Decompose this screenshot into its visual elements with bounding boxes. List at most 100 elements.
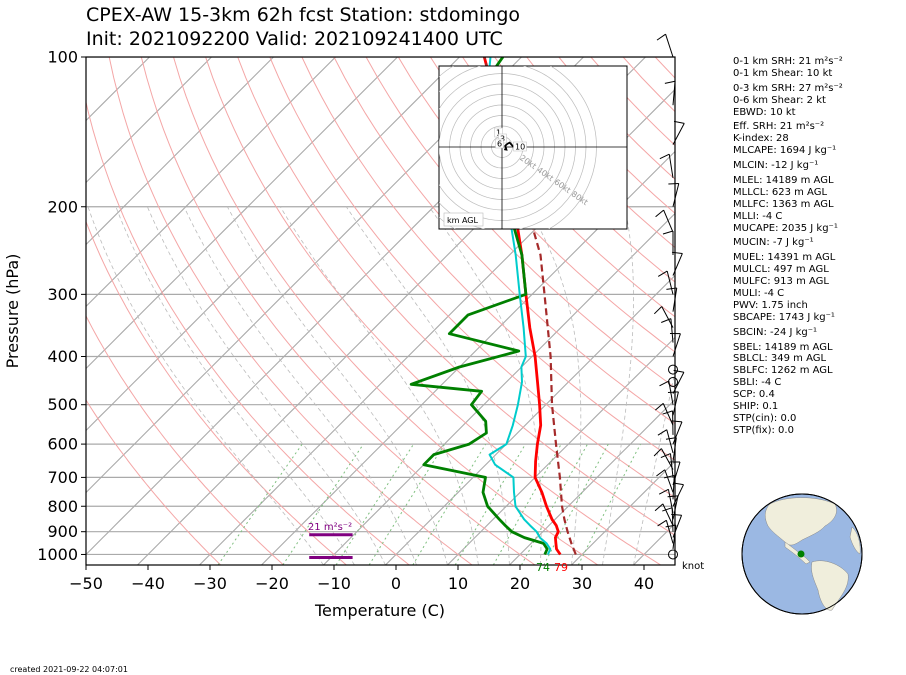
isotherm-line — [447, 336, 675, 565]
dry-adiabat-line — [108, 57, 473, 565]
stability-index-row: MULFC: 913 m AGL — [733, 276, 829, 288]
thermo-background-lines — [86, 57, 675, 565]
moist-adiabat-line — [87, 206, 324, 565]
dry-adiabat-line — [237, 57, 675, 536]
y-tick-label: 900 — [47, 522, 78, 541]
stability-index-row: Eff. SRH: 21 m²s⁻² — [733, 121, 825, 133]
wind-barb-staff — [672, 461, 681, 486]
stability-indices-panel: 0-1 km SRH: 21 m²s⁻² 0-1 km Shear: 10 kt 0… — [733, 57, 843, 438]
stability-index-row: MLLI: -4 C — [733, 210, 783, 222]
dry-adiabat-line — [140, 57, 536, 565]
x-tick-label: −20 — [255, 574, 289, 593]
wind-barb-staff — [666, 270, 674, 295]
dry-adiabat-line — [397, 57, 675, 353]
wind-barb-staff — [661, 306, 674, 328]
mixing-ratio-line — [577, 443, 641, 565]
stability-index-row: SBCIN: -24 J kg⁻¹ — [733, 326, 818, 338]
wind-barb-staff — [672, 81, 676, 106]
isotherm-line — [86, 57, 274, 246]
stability-index-row: SBCAPE: 1743 J kg⁻¹ — [733, 311, 835, 323]
mixing-ratio-line — [521, 443, 588, 565]
isotherm-line — [509, 398, 675, 565]
stability-index-row: SBLI: -4 C — [733, 377, 782, 389]
wind-barb-staff — [663, 209, 674, 233]
moist-adiabat-line — [183, 206, 417, 565]
stability-index-row: SBLFC: 1262 m AGL — [733, 365, 833, 377]
plot-frame — [85, 56, 676, 566]
x-tick-label: −30 — [193, 574, 227, 593]
x-tick-label: 40 — [634, 574, 654, 593]
stability-index-row: MLEL: 14189 m AGL — [733, 175, 834, 187]
dry-adiabat-line — [301, 57, 675, 461]
wind-barb-flag — [671, 251, 683, 254]
hodograph-inset: 20kt40kt60kt80kt13610km AGL — [438, 65, 628, 230]
hodograph-height-label: 1 — [496, 129, 501, 138]
stability-index-row: STP(fix): 0.0 — [733, 424, 794, 436]
wind-barb-flag — [665, 437, 677, 440]
y-tick-label: 300 — [47, 285, 78, 304]
wind-barb-flag — [671, 513, 682, 516]
stability-index-row: MLCAPE: 1694 J kg⁻¹ — [733, 145, 837, 157]
dry-adiabat-line — [462, 57, 675, 283]
wind-barb-staff — [660, 448, 674, 470]
stability-index-row: MLLCL: 623 m AGL — [733, 186, 828, 198]
mixing-ratio-line — [368, 443, 446, 565]
wind-barb-flag — [659, 380, 670, 387]
wind-barb-staff — [669, 453, 674, 478]
wind-barb-flag — [673, 120, 685, 124]
mixing-ratio-line — [543, 443, 609, 565]
wind-barb-flag — [658, 488, 669, 495]
wind-barb-staff — [668, 154, 674, 178]
isotherm-line — [199, 88, 675, 565]
isotherm-line — [86, 57, 336, 308]
wind-barb-staff — [672, 372, 685, 394]
stability-index-row: SHIP: 0.1 — [733, 401, 779, 413]
wind-barb-flag — [662, 507, 673, 512]
dewpoint-profile-line — [409, 57, 549, 556]
stability-index-row: MLCIN: -12 J kg⁻¹ — [733, 160, 819, 172]
creation-timestamp: created 2021-09-22 04:07:01 — [10, 665, 128, 674]
isotherm-line — [86, 57, 522, 494]
wind-barb-staff — [672, 333, 681, 357]
dry-adiabat-line — [269, 57, 675, 499]
wind-barb-staff — [672, 287, 678, 312]
south-america-landmass — [811, 560, 849, 611]
wind-barb-staff — [664, 469, 674, 493]
srh-bar-label: 21 m²s⁻² — [308, 522, 352, 533]
stability-index-row: 0-6 km Shear: 2 kt — [733, 94, 826, 106]
moist-adiabat-line — [227, 206, 448, 565]
wind-barb-staff — [672, 183, 680, 207]
y-tick-label: 500 — [47, 395, 78, 414]
wind-barb-flag — [655, 209, 664, 218]
wind-barb-flag — [654, 503, 664, 512]
stability-index-row: STP(cin): 0.0 — [733, 412, 797, 424]
wind-barb-staff — [670, 318, 674, 343]
y-tick-label: 700 — [47, 468, 78, 487]
profile-lines — [409, 57, 577, 556]
y-tick-label: 100 — [47, 48, 78, 67]
globe-outline — [741, 493, 863, 615]
wind-barbs — [653, 33, 685, 560]
wind-barb-flag — [671, 420, 683, 423]
wind-barb-staff — [672, 391, 679, 416]
wind-barb-staff — [672, 437, 677, 462]
wind-barb-flag — [665, 524, 677, 528]
moist-adiabat-line — [147, 206, 386, 565]
dry-adiabat-line — [205, 57, 661, 565]
stability-index-row: MUCIN: -7 J kg⁻¹ — [733, 237, 814, 249]
isotherm-line — [86, 57, 584, 556]
moist-adiabat-line — [602, 206, 634, 565]
mixing-ratio-line — [217, 443, 303, 565]
stability-index-row: MULI: -4 C — [733, 288, 785, 300]
dry-adiabat-line — [86, 220, 347, 565]
moist-adiabat-line — [527, 206, 582, 565]
x-tick-label: 10 — [448, 574, 468, 593]
wind-barb-flag — [657, 270, 668, 277]
wind-barb-staff — [665, 34, 674, 58]
x-tick-label: −50 — [69, 574, 103, 593]
x-tick-label: 0 — [391, 574, 401, 593]
wind-barb-staff — [662, 503, 674, 526]
stability-index-row: MUEL: 14391 m AGL — [733, 252, 836, 264]
wind-barb-staff — [672, 421, 683, 445]
